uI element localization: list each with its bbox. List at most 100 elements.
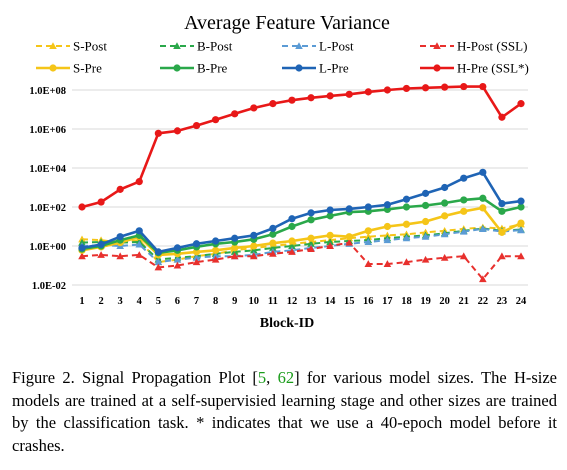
legend-label: H-Post (SSL) bbox=[457, 39, 527, 54]
legend-label: B-Post bbox=[197, 39, 233, 54]
citation-link-62[interactable]: 62 bbox=[277, 368, 295, 387]
data-point bbox=[269, 249, 277, 257]
data-point bbox=[250, 242, 258, 250]
data-point bbox=[441, 199, 449, 207]
citation-link-5[interactable]: 5 bbox=[257, 368, 267, 387]
data-point bbox=[231, 244, 239, 252]
x-tick-label: 2 bbox=[98, 296, 103, 307]
data-point bbox=[230, 252, 239, 260]
legend-item-b-post: B-Post bbox=[160, 39, 233, 54]
data-point bbox=[345, 90, 353, 98]
data-point bbox=[517, 100, 525, 108]
data-point bbox=[269, 224, 277, 232]
data-point bbox=[211, 252, 220, 260]
legend-marker bbox=[433, 42, 441, 50]
data-point bbox=[402, 84, 411, 93]
x-tick-label: 21 bbox=[458, 296, 469, 307]
data-point bbox=[307, 209, 315, 217]
x-tick-label: 15 bbox=[344, 296, 355, 307]
data-point bbox=[364, 88, 372, 96]
data-point bbox=[459, 227, 468, 235]
data-point bbox=[288, 96, 296, 104]
y-tick-label: 1.0E+02 bbox=[29, 203, 66, 214]
x-tick-label: 20 bbox=[439, 296, 450, 307]
legend-label: S-Post bbox=[73, 39, 107, 54]
data-point bbox=[479, 194, 487, 202]
data-point bbox=[192, 240, 201, 248]
data-point bbox=[212, 237, 220, 245]
data-point bbox=[116, 185, 124, 193]
data-point bbox=[383, 201, 391, 209]
data-point bbox=[479, 225, 487, 232]
legend-marker bbox=[433, 64, 441, 72]
legend-item-l-post: L-Post bbox=[282, 39, 354, 54]
data-point bbox=[135, 227, 143, 235]
x-tick-label: 8 bbox=[213, 296, 218, 307]
gridlines bbox=[72, 89, 528, 286]
data-point bbox=[326, 92, 334, 100]
x-tick-label: 16 bbox=[363, 296, 374, 307]
x-tick-label: 3 bbox=[118, 296, 123, 307]
series-line bbox=[81, 197, 522, 255]
y-tick-label: 1.0E+04 bbox=[29, 164, 66, 175]
data-point bbox=[269, 230, 277, 238]
data-point bbox=[441, 83, 449, 91]
data-point bbox=[498, 228, 506, 236]
legend-item-s-post: S-Post bbox=[36, 39, 107, 54]
data-point bbox=[173, 255, 182, 263]
data-point bbox=[97, 198, 105, 206]
data-point bbox=[383, 260, 392, 267]
data-point bbox=[173, 261, 182, 269]
legend-item-h-pre-ssl: H-Pre (SSL*) bbox=[420, 61, 529, 76]
legend-item-b-pre: B-Pre bbox=[160, 61, 228, 76]
x-tick-label: 22 bbox=[478, 296, 489, 307]
series-line bbox=[81, 241, 521, 281]
y-tick-label: 1.0E+00 bbox=[29, 242, 66, 253]
legend-marker bbox=[49, 64, 57, 72]
data-point bbox=[116, 233, 124, 241]
data-point bbox=[498, 113, 506, 121]
data-point bbox=[288, 248, 296, 255]
x-tick-label: 17 bbox=[382, 296, 393, 307]
data-point bbox=[402, 234, 411, 242]
data-point bbox=[421, 255, 430, 263]
data-point bbox=[517, 219, 525, 227]
data-point bbox=[173, 127, 182, 135]
x-tick-label: 12 bbox=[287, 296, 298, 307]
data-point bbox=[440, 230, 449, 238]
series-line bbox=[81, 227, 522, 264]
data-point bbox=[154, 248, 162, 256]
data-point bbox=[326, 238, 334, 246]
data-point bbox=[135, 178, 143, 186]
data-point bbox=[307, 216, 315, 224]
x-tick-label: 4 bbox=[137, 296, 143, 307]
data-point bbox=[78, 252, 86, 260]
data-point bbox=[345, 238, 354, 246]
series-h-pre-ssl bbox=[78, 82, 525, 211]
data-point bbox=[517, 203, 525, 211]
x-tick-label: 9 bbox=[232, 296, 237, 307]
chart-title: Average Feature Variance bbox=[184, 12, 390, 34]
data-point bbox=[498, 207, 506, 215]
data-point bbox=[402, 258, 411, 266]
data-point bbox=[231, 110, 239, 118]
data-point bbox=[78, 238, 86, 246]
data-point bbox=[517, 197, 525, 205]
legend: S-Post B-Post L-Post H-Post (SSL) S-Pre B-Pre… bbox=[36, 39, 529, 76]
data-point bbox=[307, 239, 315, 247]
data-point bbox=[135, 240, 144, 248]
data-point bbox=[192, 253, 201, 261]
data-point bbox=[402, 195, 411, 203]
caption-prefix: Figure 2. Signal Propagation Plot [ bbox=[12, 368, 258, 387]
data-point bbox=[288, 237, 296, 245]
legend-item-s-pre: S-Pre bbox=[36, 61, 102, 76]
data-point bbox=[441, 212, 449, 220]
data-point bbox=[307, 245, 315, 253]
data-point bbox=[517, 252, 525, 260]
data-point bbox=[78, 244, 86, 252]
data-point bbox=[326, 206, 334, 214]
data-point bbox=[517, 226, 525, 234]
x-tick-label: 7 bbox=[194, 296, 199, 307]
legend-label: H-Pre (SSL*) bbox=[457, 61, 529, 76]
data-point bbox=[173, 244, 182, 252]
